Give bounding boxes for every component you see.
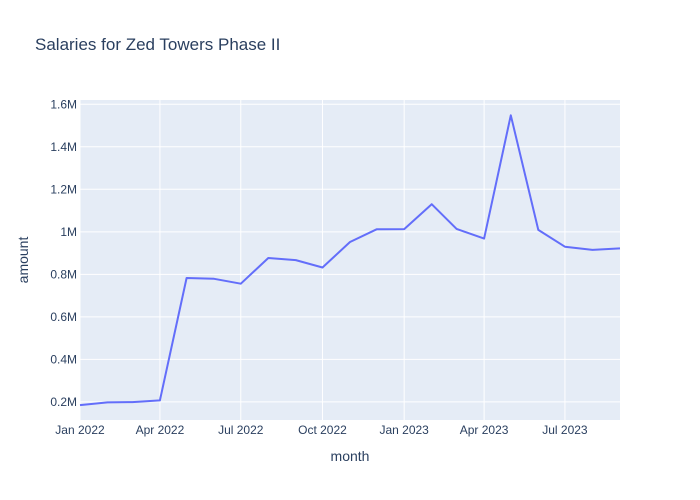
x-tick-label: Jan 2023 [379, 423, 429, 437]
x-axis-ticks: Jan 2022 Apr 2022 Jul 2022 Oct 2022 Jan 2023… [55, 423, 588, 437]
grid-lines [79, 100, 620, 420]
y-tick-label: 1M [60, 225, 77, 239]
y-tick-label: 1.4M [50, 140, 77, 154]
x-tick-label: Apr 2023 [460, 423, 509, 437]
y-tick-label: 0.6M [50, 310, 77, 324]
x-tick-label: Jan 2022 [55, 423, 105, 437]
y-tick-label: 1.6M [50, 97, 77, 111]
series-line [79, 114, 621, 407]
x-tick-label: Jul 2023 [542, 423, 588, 437]
y-axis-ticks: 0.2M 0.4M 0.6M 0.8M 1M 1.2M 1.4M 1.6M [50, 97, 77, 409]
series-layer [79, 114, 621, 407]
x-tick-label: Apr 2022 [136, 423, 185, 437]
y-tick-label: 0.8M [50, 267, 77, 281]
chart-title: Salaries for Zed Towers Phase II [35, 35, 280, 54]
y-tick-label: 0.4M [50, 352, 77, 366]
x-tick-label: Oct 2022 [298, 423, 347, 437]
x-axis-title: month [331, 448, 370, 464]
x-tick-label: Jul 2022 [218, 423, 264, 437]
y-tick-label: 0.2M [50, 395, 77, 409]
plot-area [80, 100, 620, 420]
y-tick-label: 1.2M [50, 182, 77, 196]
y-axis-title: amount [15, 237, 31, 284]
